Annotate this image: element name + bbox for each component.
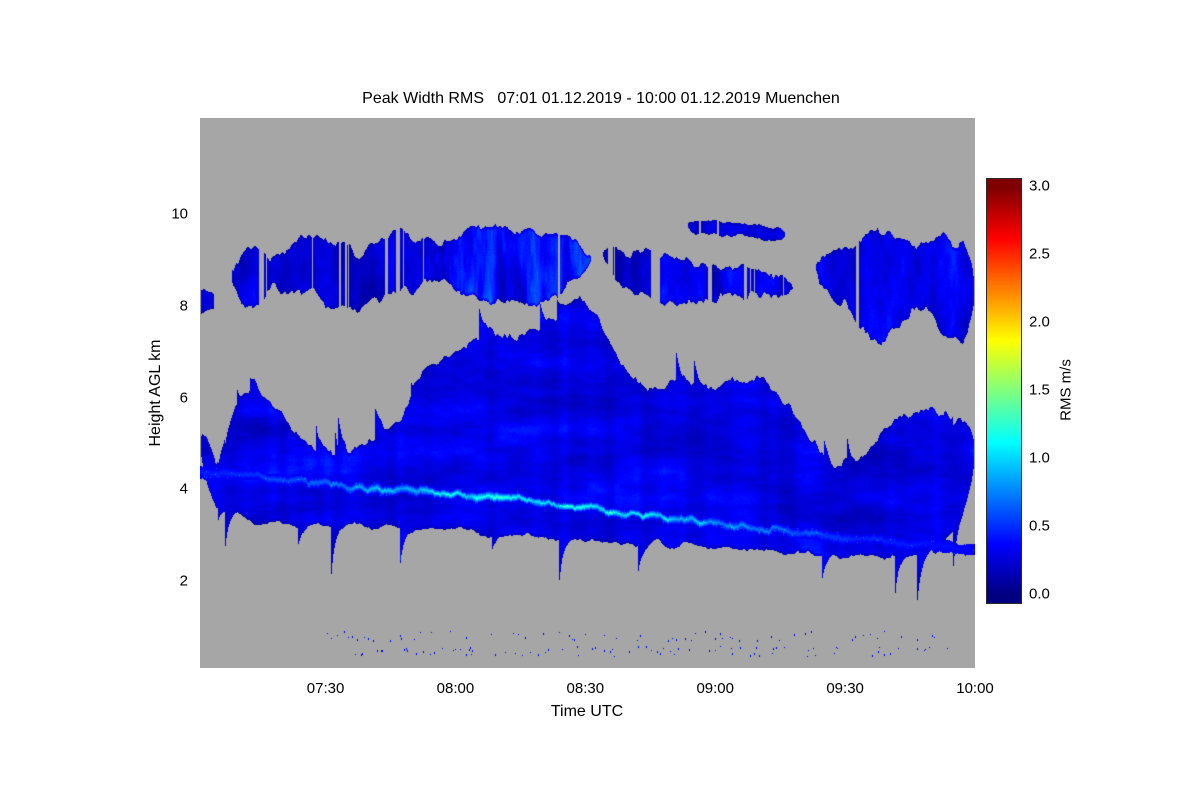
colorbar-tick-label: 1.5 [1029, 381, 1050, 399]
colorbar-tick-label: 3.0 [1029, 177, 1050, 195]
chart-title: Peak Width RMS 07:01 01.12.2019 - 10:00 … [362, 90, 840, 107]
colorbar-tick-label: 2.5 [1029, 245, 1050, 263]
colorbar-label: RMS m/s [1057, 359, 1075, 421]
x-tick-label: 09:30 [826, 680, 864, 697]
colorbar-tick-label: 2.0 [1029, 313, 1050, 331]
colorbar-tick-label: 1.0 [1029, 449, 1050, 467]
colorbar-tick-label: 0.5 [1029, 517, 1050, 535]
x-axis-label: Time UTC [550, 703, 624, 720]
x-tick-label: 10:00 [956, 680, 994, 697]
y-tick-label: 10 [171, 205, 188, 223]
y-tick-label: 6 [179, 389, 188, 407]
x-tick-label: 07:30 [306, 680, 345, 697]
heatmap-plot [200, 118, 975, 668]
x-tick-label: 08:00 [436, 680, 475, 697]
x-tick-label: 09:00 [696, 680, 734, 697]
colorbar-tick-label: 0.0 [1029, 585, 1050, 603]
y-tick-label: 2 [179, 572, 188, 590]
x-tick-label: 08:30 [566, 680, 605, 697]
y-tick-label: 4 [179, 480, 188, 498]
y-tick-label: 8 [179, 297, 188, 315]
colorbar [986, 178, 1022, 604]
